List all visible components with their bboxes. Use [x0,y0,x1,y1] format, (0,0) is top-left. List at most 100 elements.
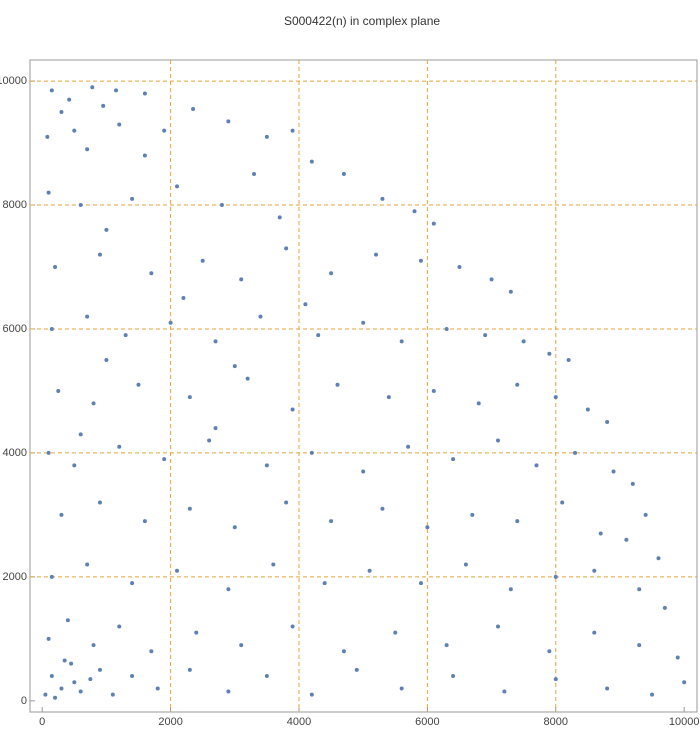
point [341,649,346,654]
point [149,271,154,276]
point [175,568,180,573]
point [309,692,314,697]
point [142,153,147,158]
point [393,630,398,635]
point [226,119,231,124]
point [187,395,192,400]
point [46,450,51,455]
point [200,258,205,263]
point [611,469,616,474]
point [361,469,366,474]
point [284,246,289,251]
point [191,106,196,111]
point [53,695,58,700]
point [271,562,276,567]
point [114,88,119,93]
point [78,689,83,694]
point [85,314,90,319]
point [78,432,83,437]
point [110,692,115,697]
point [117,624,122,629]
point [130,674,135,679]
point [605,419,610,424]
point [656,556,661,561]
point [354,667,359,672]
point [367,568,372,573]
plot-frame [29,59,698,713]
x-tick-label: 6000 [415,716,439,728]
point [309,450,314,455]
point [598,531,603,536]
point [329,519,334,524]
point [136,382,141,387]
x-tick-label: 2000 [158,716,182,728]
point [515,519,520,524]
point [534,463,539,468]
point [252,172,257,177]
point [91,401,96,406]
x-tick-label: 0 [39,716,45,728]
point [142,519,147,524]
point [451,457,456,462]
point [335,382,340,387]
point [675,655,680,660]
point [277,215,282,220]
point [90,85,95,90]
point [49,326,54,331]
point [495,438,500,443]
point [168,320,173,325]
point [290,624,295,629]
point [88,677,93,682]
point [49,674,54,679]
point [605,686,610,691]
point [637,587,642,592]
point [662,605,667,610]
chart-title: S000422(n) in complex plane [284,14,440,28]
point [380,506,385,511]
point [207,438,212,443]
point [425,525,430,530]
point [62,658,67,663]
point [406,444,411,449]
point [175,184,180,189]
point [46,636,51,641]
point [495,624,500,629]
x-tick-label: 10000 [669,716,700,728]
y-tick-label: 2000 [3,571,27,583]
point [226,689,231,694]
point [59,512,64,517]
point [476,401,481,406]
point [78,203,83,208]
point [53,265,58,270]
point [72,680,77,685]
point [149,649,154,654]
y-tick-label: 10000 [0,75,27,87]
point [117,122,122,127]
y-tick-label: 6000 [3,323,27,335]
point [508,587,513,592]
point [117,444,122,449]
point [418,581,423,586]
point [59,686,64,691]
point [213,426,218,431]
point [489,277,494,282]
point [130,581,135,586]
point [91,643,96,648]
point [85,147,90,152]
point [650,692,655,697]
point [399,339,404,344]
point [104,357,109,362]
point [97,667,102,672]
point [43,692,48,697]
point [444,326,449,331]
point [316,333,321,338]
point [49,574,54,579]
point [547,351,552,356]
point [162,457,167,462]
point [547,649,552,654]
point [592,630,597,635]
point [290,407,295,412]
point [329,271,334,276]
point [470,512,475,517]
point [431,221,436,226]
